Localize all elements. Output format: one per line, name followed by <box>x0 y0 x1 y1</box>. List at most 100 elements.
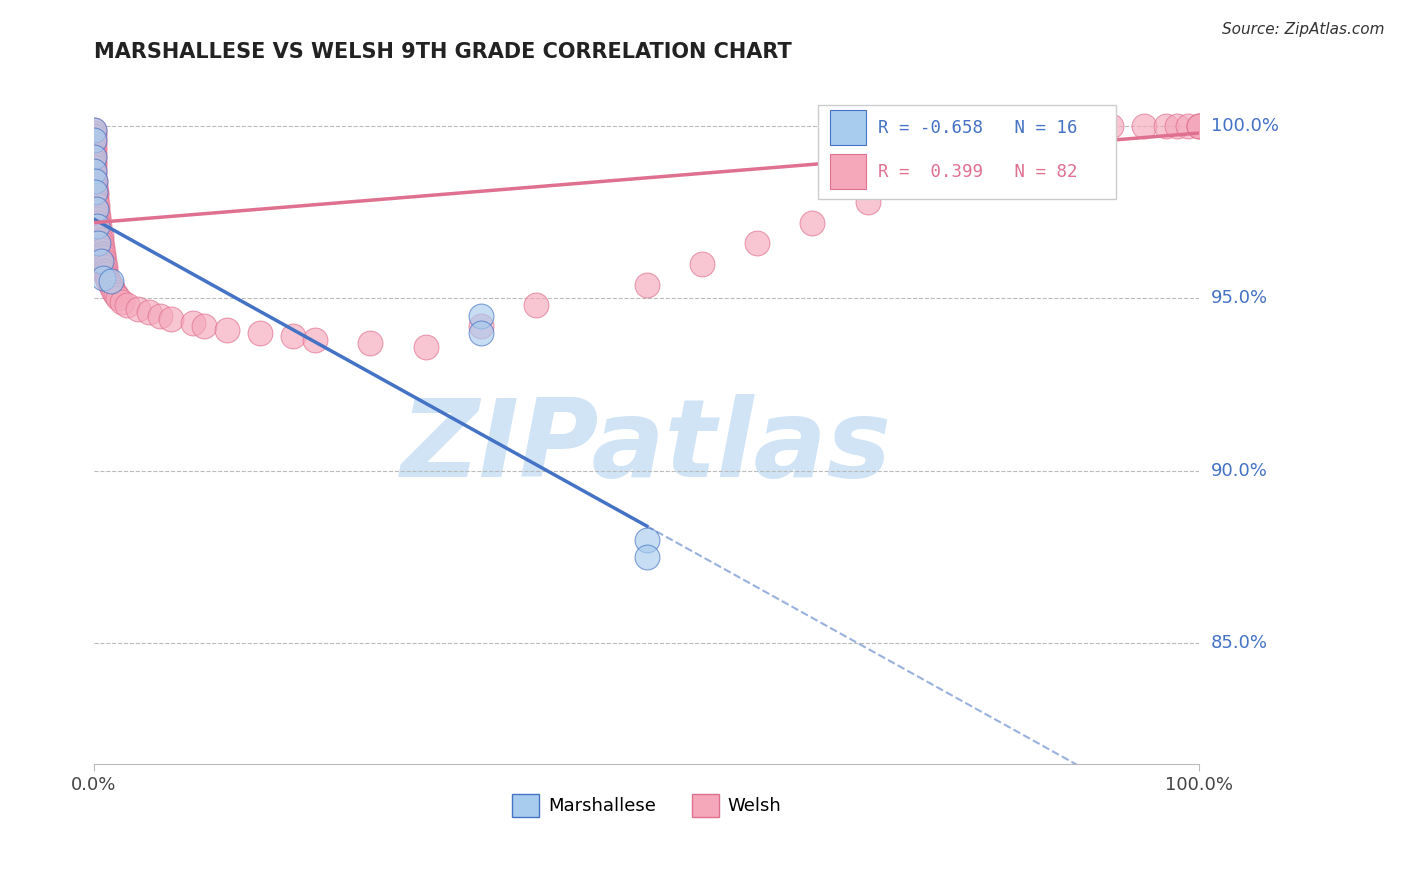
Point <box>945 153 967 168</box>
Point <box>87 236 110 251</box>
Point <box>84 192 107 206</box>
Point <box>100 274 122 288</box>
Point <box>84 181 107 195</box>
Point <box>127 301 149 316</box>
Point <box>83 164 105 178</box>
Text: 85.0%: 85.0% <box>1211 634 1268 652</box>
Point <box>1154 119 1177 133</box>
Point <box>100 277 122 292</box>
Point <box>83 153 105 168</box>
Point <box>107 292 129 306</box>
Point <box>990 133 1012 147</box>
Point <box>94 260 117 275</box>
Point <box>94 268 117 282</box>
Point <box>115 298 138 312</box>
Point <box>83 133 105 147</box>
Point <box>89 226 111 240</box>
Point <box>304 333 326 347</box>
Point <box>1133 119 1156 133</box>
Point <box>86 219 108 233</box>
Point <box>91 250 114 264</box>
Point <box>524 298 547 312</box>
Point <box>249 326 271 340</box>
Point <box>1099 119 1122 133</box>
Point <box>89 219 111 233</box>
Point <box>138 305 160 319</box>
Point <box>90 244 112 258</box>
Point <box>87 209 110 223</box>
Point <box>91 246 114 260</box>
Point <box>636 533 658 547</box>
Point <box>1166 119 1188 133</box>
Point <box>90 240 112 254</box>
Point <box>87 216 110 230</box>
Point <box>83 146 105 161</box>
Point <box>86 198 108 212</box>
Point <box>84 194 107 209</box>
Point <box>86 205 108 219</box>
Point <box>105 288 128 302</box>
Point <box>911 174 934 188</box>
Point <box>93 257 115 271</box>
Point <box>83 150 105 164</box>
Point <box>83 133 105 147</box>
Text: ZIPatlas: ZIPatlas <box>401 393 893 500</box>
Point <box>90 253 112 268</box>
Point <box>90 229 112 244</box>
Point <box>1188 119 1211 133</box>
Point <box>90 233 112 247</box>
Point <box>83 126 105 140</box>
Point <box>281 329 304 343</box>
Point <box>83 170 105 185</box>
Point <box>415 340 437 354</box>
Point <box>1188 119 1211 133</box>
Point <box>96 270 118 285</box>
Point <box>1188 119 1211 133</box>
Text: Source: ZipAtlas.com: Source: ZipAtlas.com <box>1222 22 1385 37</box>
Point <box>84 202 107 216</box>
Point <box>83 122 105 136</box>
Point <box>193 319 215 334</box>
Point <box>84 174 107 188</box>
Point <box>84 185 107 199</box>
Point <box>636 549 658 564</box>
Point <box>100 281 122 295</box>
Point <box>83 129 105 144</box>
Point <box>470 309 492 323</box>
Point <box>83 164 105 178</box>
Point <box>83 122 105 136</box>
Point <box>1056 122 1078 136</box>
Point <box>84 178 107 192</box>
Point <box>91 270 114 285</box>
Point <box>110 294 132 309</box>
Legend: Marshallese, Welsh: Marshallese, Welsh <box>505 788 789 823</box>
Point <box>84 188 107 202</box>
Point <box>90 236 112 251</box>
Text: 90.0%: 90.0% <box>1211 462 1267 480</box>
Point <box>636 277 658 292</box>
Point <box>83 157 105 171</box>
Point <box>93 253 115 268</box>
Point <box>470 326 492 340</box>
Point <box>690 257 713 271</box>
Point <box>747 236 769 251</box>
Point <box>83 140 105 154</box>
Point <box>84 174 107 188</box>
Point <box>83 168 105 182</box>
Point <box>1177 119 1199 133</box>
Point <box>83 150 105 164</box>
Point <box>83 136 105 151</box>
Point <box>215 322 238 336</box>
Point <box>856 194 879 209</box>
Point <box>87 212 110 227</box>
Point <box>94 264 117 278</box>
Point <box>83 161 105 175</box>
Point <box>89 222 111 236</box>
Point <box>183 316 205 330</box>
Point <box>359 336 381 351</box>
Point <box>97 274 120 288</box>
Point <box>86 202 108 216</box>
Point <box>149 309 172 323</box>
Point <box>83 143 105 157</box>
Text: 100.0%: 100.0% <box>1211 117 1278 135</box>
